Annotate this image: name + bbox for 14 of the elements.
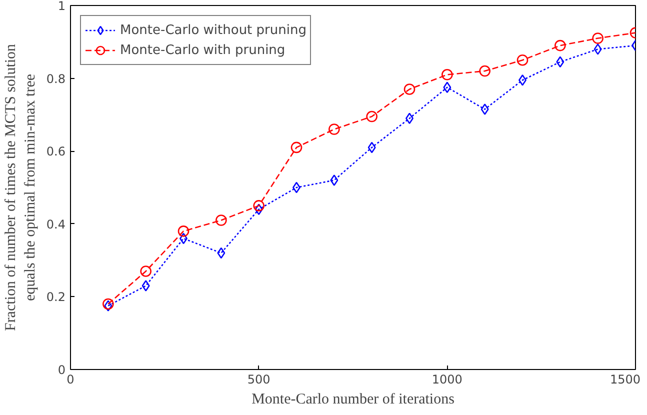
y-axis-title: Fraction of number of times the MCTS solution equals the optimal from min-max tree xyxy=(3,43,38,332)
y-tick-label: 0.8 xyxy=(46,72,66,86)
y-tick-label: 0.6 xyxy=(46,144,66,159)
y-tick-label: 1 xyxy=(58,0,66,13)
legend-label: Monte-Carlo with pruning xyxy=(120,42,286,58)
legend-label: Monte-Carlo without pruning xyxy=(120,22,306,38)
x-axis-title: Monte-Carlo number of iterations xyxy=(252,392,455,408)
x-tick-label: 1000 xyxy=(432,372,462,386)
x-tick-label: 0 xyxy=(66,372,74,386)
y-tick-label: 0.4 xyxy=(46,217,66,232)
y-tick-label: 0.2 xyxy=(46,290,66,304)
x-tick-label: 1500 xyxy=(610,372,641,386)
x-tick-label: 500 xyxy=(247,372,270,386)
y-tick-label: 0 xyxy=(58,363,66,377)
